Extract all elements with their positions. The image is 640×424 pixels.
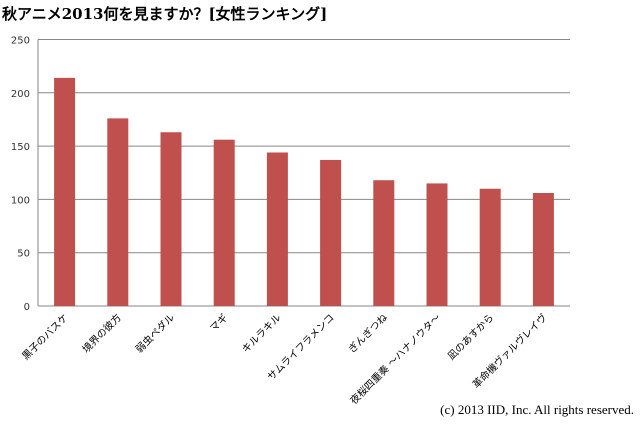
- chart-title: 秋アニメ2013何を見ますか？[女性ランキング]: [2, 5, 328, 23]
- x-tick-label: マギ: [208, 312, 231, 335]
- y-tick-label: 200: [11, 89, 30, 100]
- x-tick-label: 凪のあすから: [445, 312, 496, 363]
- bar: [373, 180, 395, 306]
- x-tick-label: 夜桜四重奏 ～ハナノウタ～: [347, 311, 443, 407]
- bar: [107, 118, 129, 306]
- x-tick-label: キルラキル: [240, 312, 284, 356]
- bar: [54, 77, 76, 306]
- x-tick-label: 黒子のバスケ: [20, 312, 71, 363]
- x-tick-label: 弱虫ペダル: [133, 311, 178, 356]
- bar: [266, 152, 288, 306]
- x-tick-label: ぎんぎつね: [345, 311, 390, 356]
- bar: [426, 183, 448, 306]
- y-tick-label: 250: [11, 36, 30, 47]
- y-tick-label: 150: [11, 142, 30, 153]
- bar: [479, 188, 501, 306]
- y-tick-label: 50: [17, 249, 30, 260]
- y-tick-label: 0: [24, 302, 30, 313]
- bar: [213, 139, 235, 306]
- y-tick-label: 100: [11, 195, 30, 206]
- bar: [532, 193, 554, 306]
- copyright-text: (c) 2013 IID, Inc. All rights reserved.: [440, 402, 634, 417]
- bar: [320, 159, 342, 306]
- bar: [160, 132, 182, 306]
- x-tick-label: 境界の彼方: [79, 311, 124, 356]
